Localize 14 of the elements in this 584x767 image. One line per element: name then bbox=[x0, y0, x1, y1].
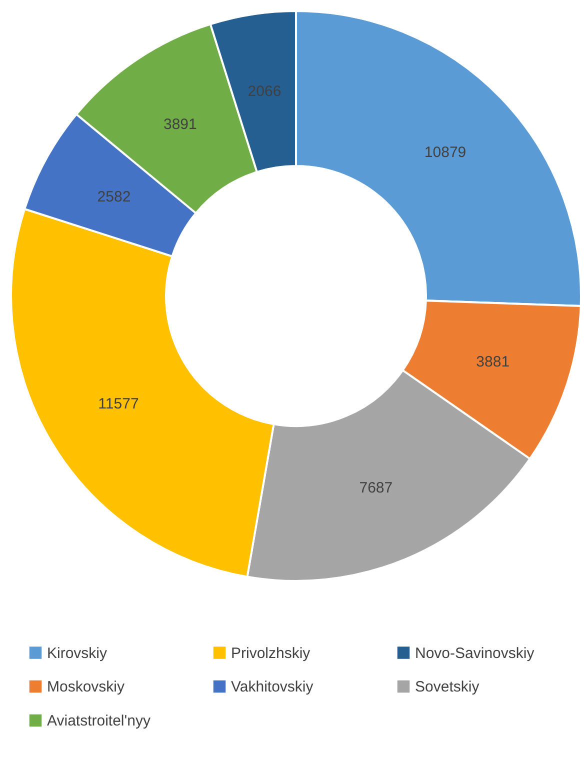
legend-label: Novo-Savinovskiy bbox=[415, 644, 535, 662]
data-label: 11577 bbox=[98, 395, 139, 412]
data-label: 10879 bbox=[424, 144, 466, 161]
data-label: 7687 bbox=[359, 479, 393, 496]
legend-label: Sovetskiy bbox=[415, 678, 480, 696]
data-label: 2066 bbox=[248, 82, 282, 100]
legend-label: Moskovskiy bbox=[47, 678, 126, 696]
data-label: 2582 bbox=[97, 188, 131, 206]
legend-label: Kirovskiy bbox=[47, 644, 108, 662]
legend-label: Privolzhskiy bbox=[231, 644, 311, 662]
legend-label: Vakhitovskiy bbox=[231, 678, 314, 696]
data-label: 3881 bbox=[476, 354, 510, 371]
data-label: 3891 bbox=[163, 116, 197, 133]
legend-label: Aviatstroitel'nyy bbox=[47, 712, 151, 730]
